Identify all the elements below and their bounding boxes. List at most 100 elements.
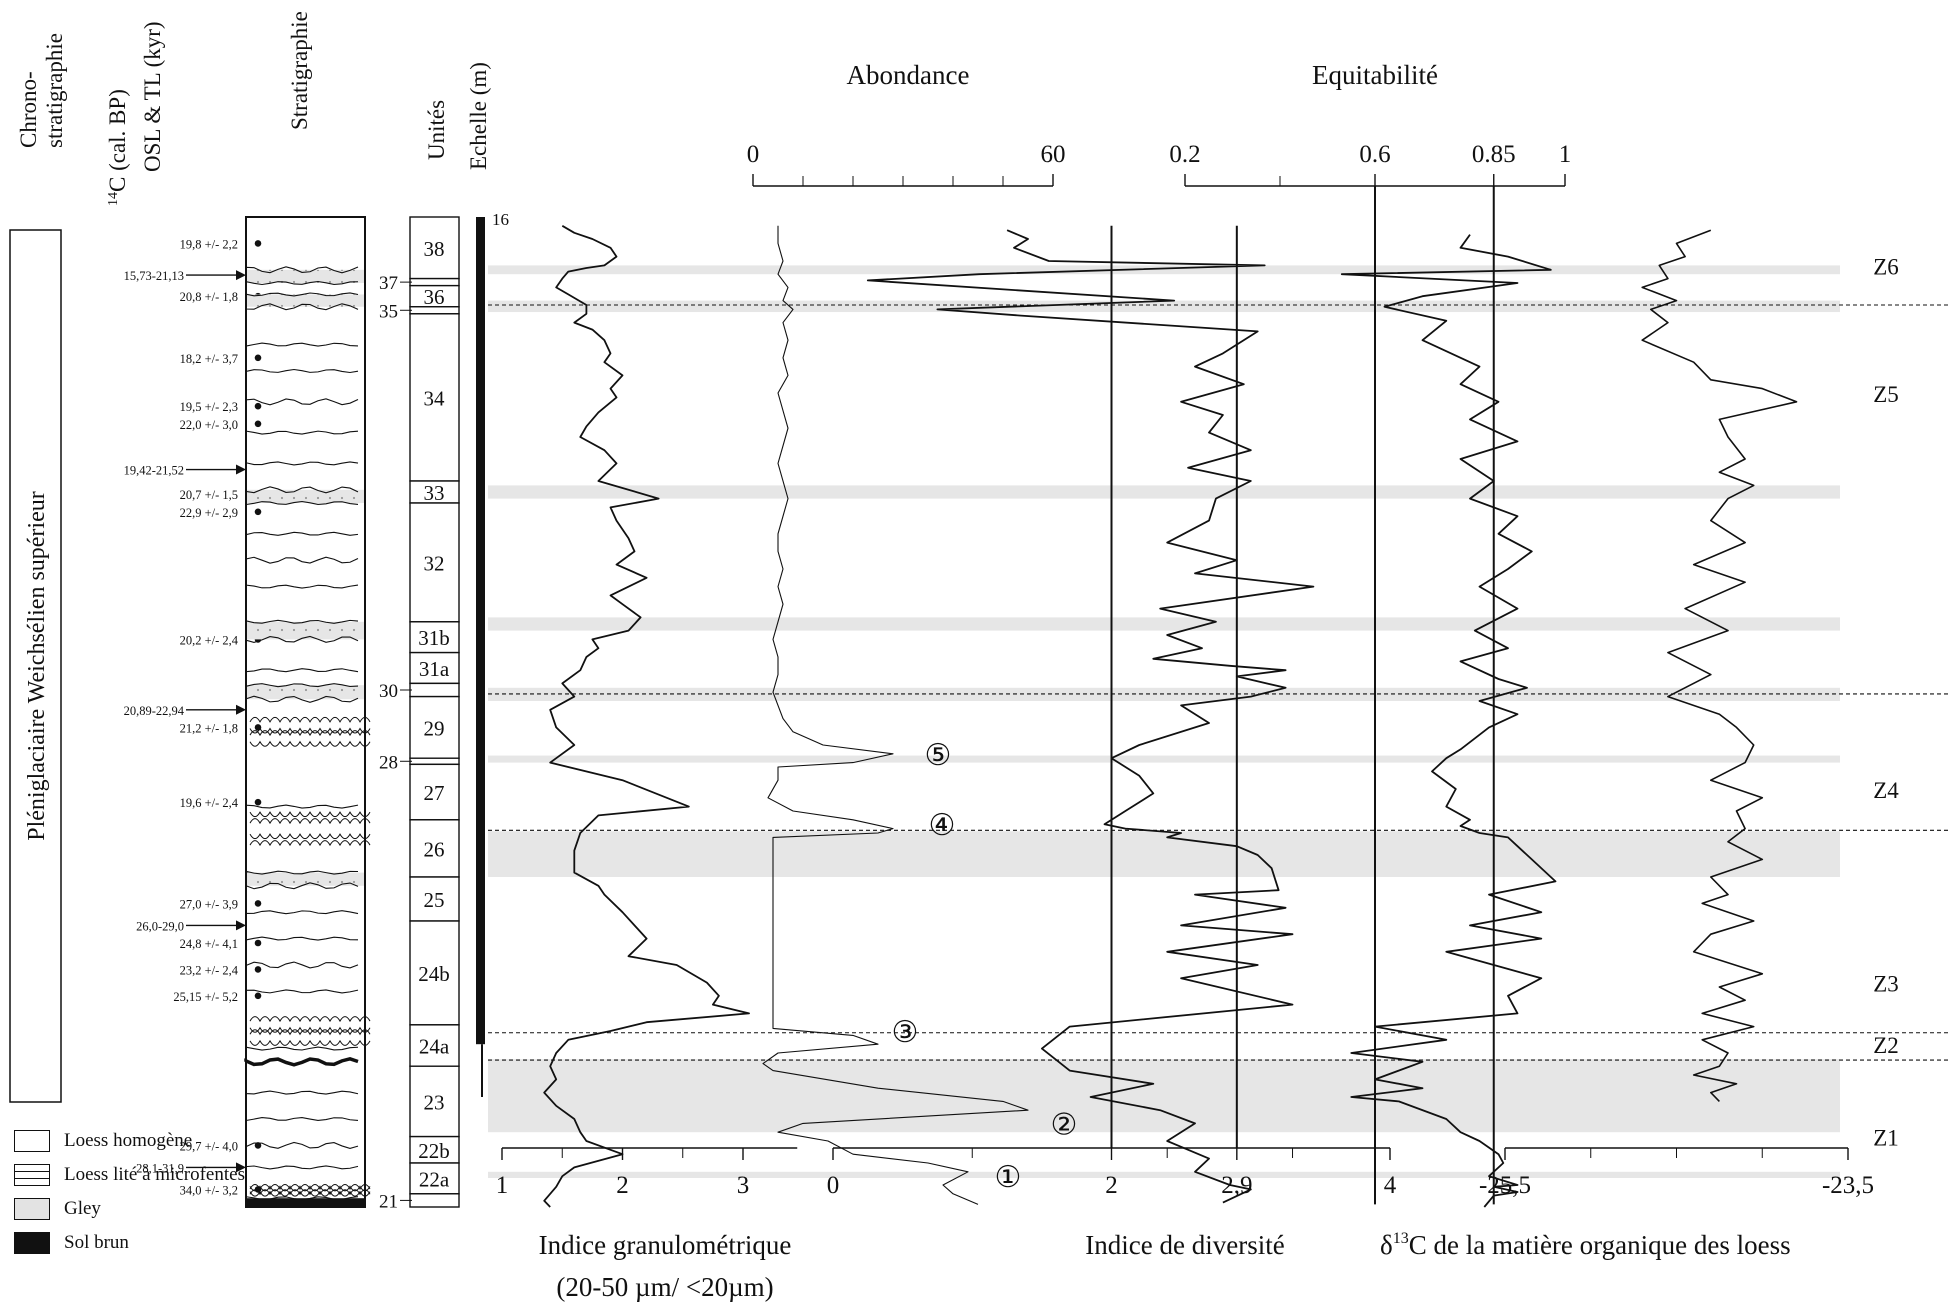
units-column: 38 37 36 35 34 33 32 31b 31a 30 29 28 27 26 25 24b 24a 23… — [379, 216, 460, 1212]
strat-contact-line — [245, 398, 359, 406]
gley-band — [488, 1059, 1840, 1133]
luminescence-date-label: 23,2 +/- 2,4 — [180, 963, 239, 977]
sample-dot — [254, 966, 262, 973]
strat-contact-line — [245, 531, 359, 536]
luminescence-date-label: 25,15 +/- 5,2 — [173, 990, 238, 1004]
strat-convolution-line — [249, 1190, 371, 1197]
equitabilite-tick-label: 0.6 — [1359, 141, 1390, 168]
unit-box — [409, 763, 460, 821]
date-arrowhead — [236, 1162, 246, 1173]
strat-gley-layer — [246, 872, 365, 886]
strat-convolution-line — [249, 1183, 371, 1190]
strat-convolution-line — [249, 1029, 371, 1036]
strat-convolution-line — [249, 1026, 371, 1033]
unit-label: 37 — [379, 273, 398, 294]
strat-contact-line — [245, 1165, 359, 1170]
strat-contact-line — [245, 292, 359, 297]
unit-box — [409, 502, 460, 623]
strat-gley-layer — [246, 269, 365, 283]
radiocarbon-date-label: 15,73-21,13 — [124, 269, 184, 283]
strat-sol-brun-layer — [246, 1198, 365, 1207]
unit-label: 33 — [424, 481, 445, 505]
unit-label: 21 — [379, 1191, 398, 1212]
unit-label: 35 — [379, 301, 398, 322]
unit-box — [409, 1162, 460, 1195]
strat-contact-line — [245, 1196, 359, 1201]
radiocarbon-date-label: 28,1-31,9 — [136, 1161, 184, 1175]
strat-convolution-line — [249, 811, 371, 818]
strat-contact-line — [245, 368, 359, 374]
d13c-superscript: 13 — [1393, 1230, 1409, 1247]
echelle-header: Echelle (m) — [466, 62, 491, 170]
series-line-4 — [1641, 229, 1798, 1102]
luminescence-date-label: 19,8 +/- 2,2 — [180, 237, 238, 251]
dates-column: 19,8 +/- 2,2 15,73-21,13 20,8 +/- 1,8 18,2 … — [124, 237, 262, 1197]
unites-header: Unités — [424, 100, 449, 160]
strat-convolution-line — [249, 818, 371, 825]
c14-header: 14C (cal. BP) — [105, 89, 130, 206]
strat-convolution-line — [249, 1185, 371, 1192]
d13c-title: δ13C de la matière organique des loess — [1380, 1230, 1791, 1260]
column-headers: Chrono- stratigraphie 14C (cal. BP) OSL … — [16, 11, 491, 206]
legend-label: Loess lité à microfentes — [64, 1164, 245, 1185]
sample-dot — [254, 420, 262, 428]
unit-label: 24a — [419, 1035, 450, 1059]
strat-contact-line — [245, 910, 359, 915]
strat-contact-line — [245, 961, 359, 969]
strat-contact-line — [245, 870, 359, 875]
depth-scale: 166 — [476, 210, 509, 1119]
strat-convolution-line — [249, 727, 371, 734]
c14-header-text: C (cal. BP) — [105, 89, 130, 192]
strat-contact-line — [245, 668, 359, 673]
gley-band — [488, 617, 1840, 631]
date-arrowhead — [236, 920, 246, 931]
d13c-tick-label: -23,5 — [1822, 1172, 1874, 1199]
series-line-1 — [762, 225, 1029, 1205]
luminescence-date-label: 19,5 +/- 2,3 — [180, 400, 238, 414]
date-arrowhead — [236, 464, 246, 475]
d13c-title-text: C de la matière organique des loess — [1409, 1230, 1791, 1260]
strat-contact-line — [245, 619, 359, 624]
radiocarbon-date-label: 19,42-21,52 — [124, 464, 184, 478]
legend-item-sol-brun: Sol brun — [14, 1232, 129, 1254]
strat-contact-line — [245, 342, 359, 347]
strat-contact-line — [245, 556, 359, 564]
unit-box — [409, 695, 460, 759]
strat-contact-line — [245, 635, 359, 643]
strat-column-frame — [245, 216, 366, 1208]
unit-label: 36 — [424, 285, 445, 309]
sample-dot — [254, 798, 262, 806]
sample-dot — [254, 992, 262, 1000]
sample-dot — [254, 939, 262, 947]
strat-contact-line — [245, 683, 359, 688]
delta-symbol: δ — [1380, 1230, 1393, 1260]
unit-label: 27 — [424, 781, 445, 805]
strat-contact-line — [245, 1116, 359, 1122]
radiocarbon-date-label: 26,0-29,0 — [136, 919, 184, 933]
strat-contact-line — [245, 584, 359, 589]
unit-box — [409, 621, 460, 654]
gley-band — [488, 831, 1840, 877]
date-arrowhead — [236, 704, 246, 715]
unit-box — [409, 1135, 460, 1164]
unit-label: 31b — [418, 626, 450, 650]
series-line-3 — [1340, 234, 1557, 1208]
sample-dot — [254, 402, 262, 410]
gley-band — [488, 265, 1840, 275]
sample-dot — [254, 900, 262, 907]
strat-gley-layer — [246, 489, 365, 503]
peak-label: ④ — [929, 809, 956, 842]
unit-label: 22b — [418, 1139, 450, 1163]
sample-dot — [254, 1142, 262, 1149]
strat-convolution-line — [249, 1016, 371, 1023]
unit-box — [409, 757, 460, 766]
unit-box — [409, 1193, 460, 1208]
luminescence-date-label: 24,8 +/- 4,1 — [180, 937, 238, 951]
luminescence-date-label: 20,8 +/- 1,8 — [180, 290, 238, 304]
unit-box — [409, 216, 460, 280]
abondance-tick-label: 0 — [747, 141, 760, 168]
strat-gley-layer — [246, 621, 365, 640]
unit-label: 34 — [424, 386, 446, 410]
diversite-tick-label: 0 — [827, 1172, 840, 1199]
